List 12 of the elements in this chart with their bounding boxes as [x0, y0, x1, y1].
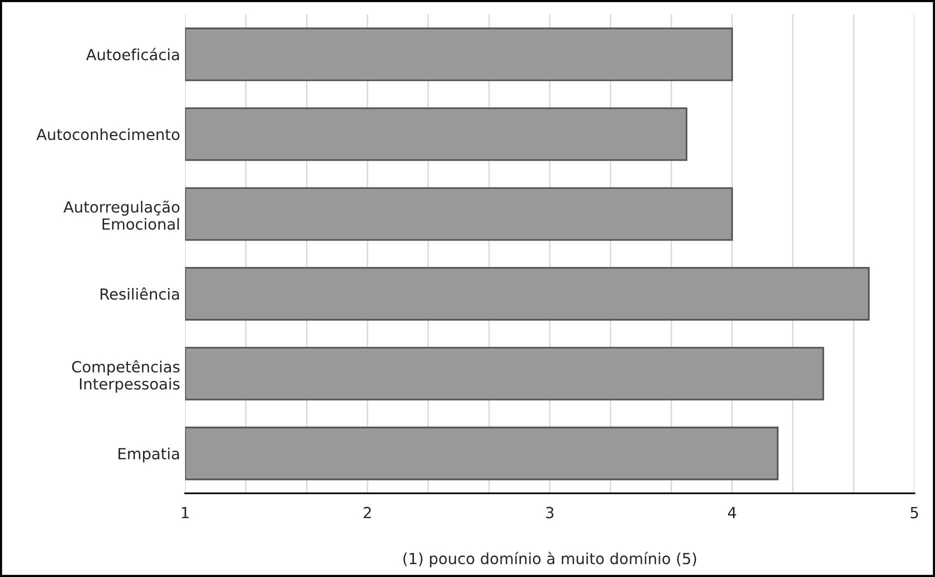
y-tick-label: Competências Interpessoais [72, 360, 180, 393]
x-axis-title: (1) pouco domínio à muito domínio (5) [403, 552, 696, 568]
y-tick-label: Resiliência [100, 287, 179, 300]
x-tick-label: 2 [364, 506, 371, 518]
y-tick-label: Autoeficácia [86, 48, 179, 60]
x-tick-label: 1 [182, 507, 189, 518]
y-tick-label: Empatia [118, 448, 179, 462]
x-tick-label: 3 [546, 506, 554, 518]
x-tick-label: 4 [728, 507, 736, 518]
y-tick-label: Autoconhecimento [36, 128, 180, 140]
y-tick-label: Autorregulação Emocional [63, 200, 180, 230]
x-tick-label: 5 [910, 507, 918, 518]
